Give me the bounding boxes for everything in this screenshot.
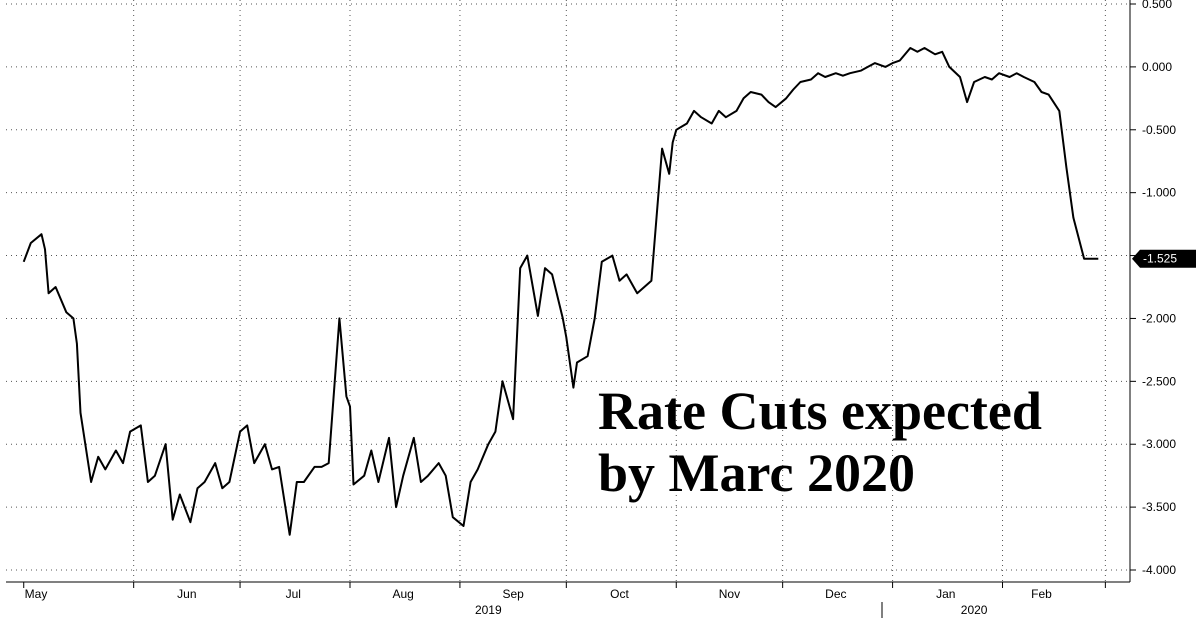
y-tick-label: 0.000 bbox=[1142, 60, 1172, 74]
annotation-line-2: by Marc 2020 bbox=[598, 443, 915, 503]
y-tick-label: -4.000 bbox=[1142, 563, 1176, 577]
y-tick-label: -3.000 bbox=[1142, 437, 1176, 451]
annotation-line-1: Rate Cuts expected bbox=[598, 381, 1042, 441]
x-tick-label: Jan bbox=[936, 587, 955, 601]
x-tick-label: Jul bbox=[286, 587, 301, 601]
x-tick-label: Feb bbox=[1031, 587, 1052, 601]
x-tick-label: May bbox=[25, 587, 48, 601]
last-value-box bbox=[1132, 249, 1196, 268]
y-tick-label: 0.500 bbox=[1142, 0, 1172, 11]
x-tick-label: Oct bbox=[610, 587, 629, 601]
x-tick-label: Dec bbox=[825, 587, 846, 601]
x-tick-label: Jun bbox=[177, 587, 196, 601]
series-line bbox=[22, 47, 1099, 536]
x-year-label: 2019 bbox=[475, 603, 502, 617]
axes bbox=[6, 0, 1136, 618]
x-tick-label: Sep bbox=[502, 587, 524, 601]
x-tick-labels: May Jun Jul Aug Sep Oct Nov Dec Jan Feb 2019 2020 bbox=[25, 587, 1053, 617]
last-value-marker: -1.525 bbox=[1132, 249, 1196, 268]
y-tick-label: -2.500 bbox=[1142, 374, 1176, 388]
series bbox=[22, 47, 1099, 536]
x-year-label: 2020 bbox=[961, 603, 988, 617]
y-tick-label: -1.000 bbox=[1142, 186, 1176, 200]
y-tick-label: -0.500 bbox=[1142, 123, 1176, 137]
x-tick-label: Aug bbox=[393, 587, 414, 601]
y-tick-labels: 0.500 0.000 -0.500 -1.000 -2.000 -2.500 -3.000… bbox=[1142, 0, 1176, 577]
y-tick-label: -3.500 bbox=[1142, 500, 1176, 514]
y-tick-label: -2.000 bbox=[1142, 311, 1176, 325]
grid bbox=[6, 0, 1130, 582]
x-tick-label: Nov bbox=[719, 587, 740, 601]
last-value-label: -1.525 bbox=[1143, 252, 1177, 266]
chart-annotation: Rate Cuts expected by Marc 2020 bbox=[598, 380, 1118, 504]
